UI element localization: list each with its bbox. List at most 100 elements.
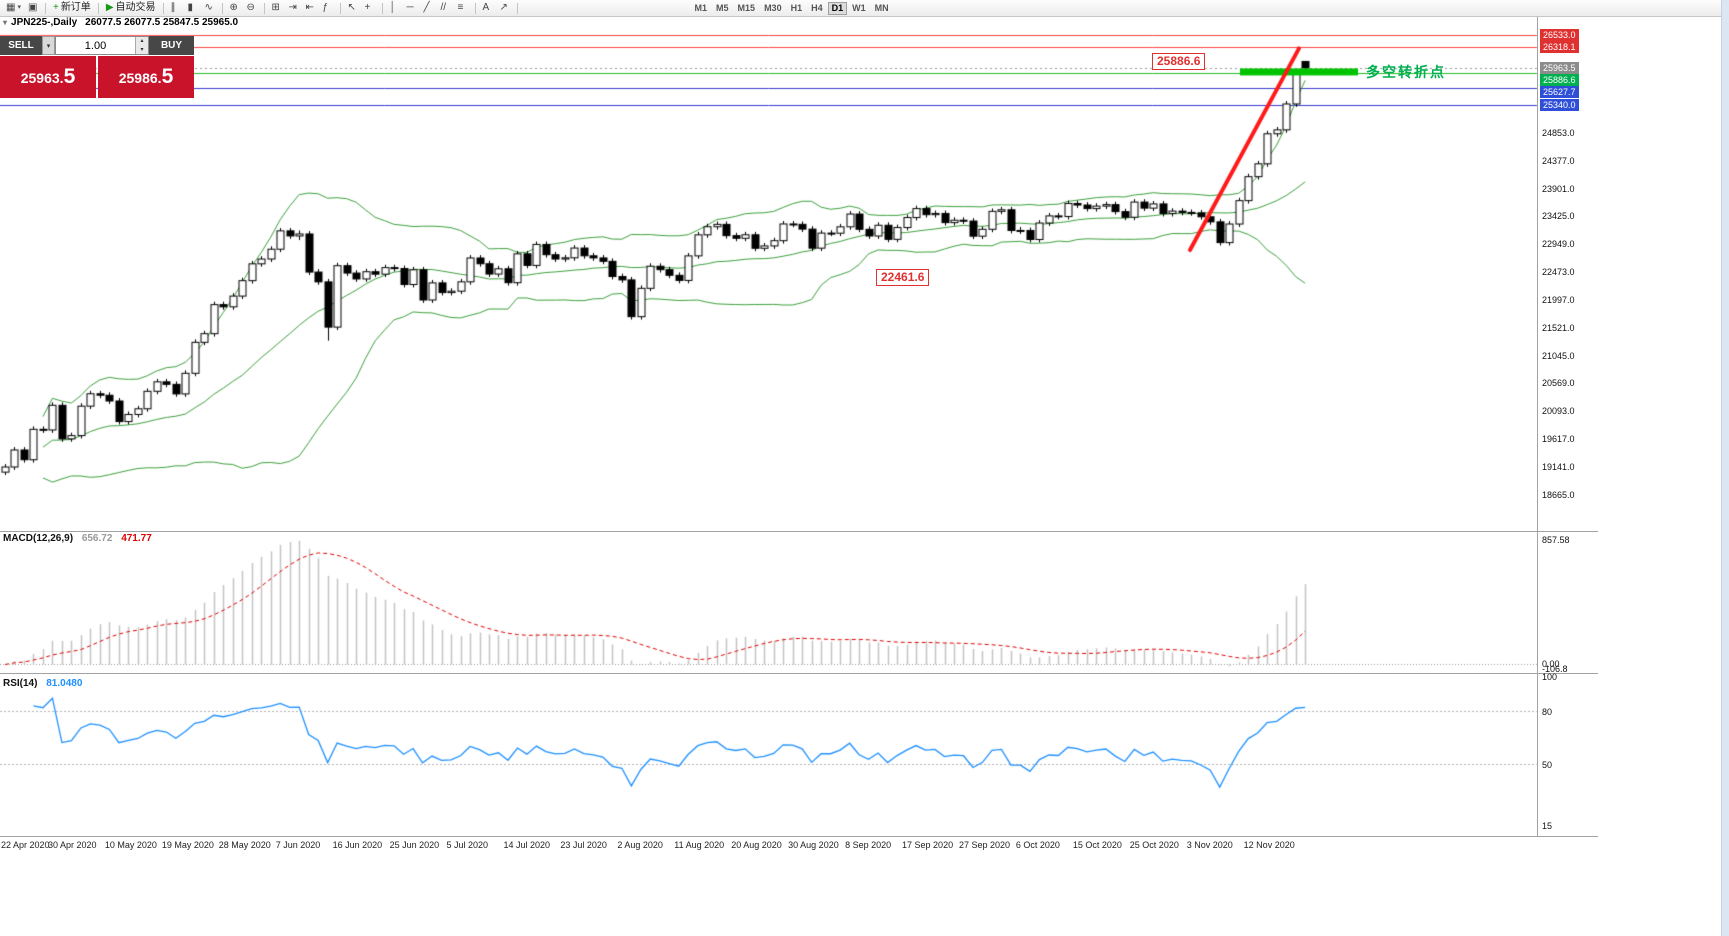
zoom-out-button[interactable]: ⊖ <box>244 1 260 15</box>
channel-button[interactable]: // <box>438 1 454 15</box>
price-axis-marker: 26533.0 <box>1540 28 1579 41</box>
toolbar-separator <box>474 2 476 14</box>
price-axis-border <box>1537 17 1538 837</box>
autotrading-button[interactable]: ▶ 自动交易 <box>103 1 159 15</box>
fibonacci-button[interactable]: ≡ <box>455 1 471 15</box>
toolbar-separator <box>221 2 223 14</box>
sell-price-display[interactable]: 25963. 5 <box>0 56 96 98</box>
rsi-axis-label: 15 <box>1542 821 1553 832</box>
zoom-out-icon: ⊖ <box>246 2 255 13</box>
stepper-up-icon[interactable]: ▴ <box>136 37 148 46</box>
turning-point-note[interactable]: 多空转折点 <box>1366 64 1446 80</box>
autotrading-button-label: 自动交易 <box>115 2 156 13</box>
zoom-in-button[interactable]: ⊕ <box>227 1 243 15</box>
panel-splitter-macd[interactable] <box>0 531 1598 532</box>
macd-name: MACD(12,26,9) <box>3 533 74 544</box>
price-axis-label: 18665.0 <box>1542 489 1575 500</box>
macd-indicator-label: MACD(12,26,9) 656.72 471.77 <box>3 533 152 544</box>
new-order-button[interactable]: + 新订单 <box>50 1 94 15</box>
toolbar-separator <box>97 2 99 14</box>
time-axis-line <box>0 836 1598 837</box>
rsi-name: RSI(14) <box>3 678 38 689</box>
vertical-line-button[interactable]: │ <box>387 1 403 15</box>
price-axis-label: 23425.0 <box>1542 211 1575 222</box>
volume-input[interactable] <box>56 37 135 54</box>
panel-splitter-rsi[interactable] <box>0 673 1598 674</box>
price-axis-label: 20569.0 <box>1542 378 1575 389</box>
tile-windows-button[interactable]: ⊞ <box>269 1 285 15</box>
crosshair-button[interactable]: + <box>362 1 378 15</box>
indicators-icon: ƒ <box>322 2 329 13</box>
toolbar-separator <box>339 2 341 14</box>
cursor-icon: ↖ <box>347 2 356 13</box>
chart-shift-button[interactable]: ⇤ <box>303 1 319 15</box>
crosshair-icon: + <box>364 2 371 13</box>
arrow-button[interactable]: ↗ <box>497 1 513 15</box>
stepper-down-icon[interactable]: ▾ <box>136 45 148 54</box>
price-annotation-22461[interactable]: 22461.6 <box>876 269 930 286</box>
volume-preset-dropdown[interactable]: ▾ <box>42 36 55 55</box>
buy-button[interactable]: BUY <box>149 36 194 55</box>
price-axis: 24853.0 24377.0 23901.0 23425.0 22949.0 22473… <box>1540 0 1620 936</box>
trendline-button[interactable]: ╱ <box>421 1 437 15</box>
volume-field[interactable]: ▴▾ <box>55 36 149 55</box>
timeframe-h4-button[interactable]: H4 <box>807 2 827 15</box>
chevron-down-icon: ▾ <box>46 42 51 50</box>
vertical-line-icon: │ <box>389 2 396 13</box>
auto-scroll-icon: ⇥ <box>288 2 297 13</box>
text-button[interactable]: A <box>480 1 496 15</box>
timeframe-m30-button[interactable]: M30 <box>760 2 786 15</box>
price-axis-label: 21521.0 <box>1542 322 1575 333</box>
line-chart-icon: ∿ <box>204 2 213 13</box>
toolbar-separator <box>162 2 164 14</box>
sell-button[interactable]: SELL <box>0 36 42 55</box>
timeframe-h1-button[interactable]: H1 <box>787 2 807 15</box>
timeframe-mn-button[interactable]: MN <box>871 2 893 15</box>
timeframe-m5-button[interactable]: M5 <box>712 2 733 15</box>
toolbar-separator <box>381 2 383 14</box>
sell-price-pips: 5 <box>63 65 76 88</box>
price-axis-marker: 25963.5 <box>1540 62 1579 75</box>
price-axis-label: 24853.0 <box>1542 127 1575 138</box>
price-annotation-25886[interactable]: 25886.6 <box>1152 53 1206 70</box>
candlestick-chart-button[interactable]: ▮ <box>185 1 201 15</box>
new-order-button-label: 新订单 <box>60 2 91 13</box>
candlestick-chart-icon: ▮ <box>187 2 194 13</box>
price-axis-label: 20093.0 <box>1542 406 1575 417</box>
macd-signal-value: 471.77 <box>121 533 152 544</box>
timeframe-w1-button[interactable]: W1 <box>848 2 870 15</box>
buy-price-main: 25986. <box>118 70 162 86</box>
price-axis-label: 21045.0 <box>1542 350 1575 361</box>
window-scrollbar[interactable] <box>1721 0 1729 936</box>
volume-stepper[interactable]: ▴ ▾ <box>135 37 148 54</box>
price-axis-label: 22949.0 <box>1542 239 1575 250</box>
horizontal-line-icon: ─ <box>406 2 414 13</box>
price-axis-label: 23901.0 <box>1542 183 1575 194</box>
buy-price-display[interactable]: 25986. 5 <box>98 56 194 98</box>
bar-chart-button[interactable]: ∥ <box>168 1 184 15</box>
line-chart-button[interactable]: ∿ <box>202 1 218 15</box>
charts-menu-icon: ▦ <box>6 2 16 13</box>
auto-scroll-button[interactable]: ⇥ <box>286 1 302 15</box>
horizontal-line-button[interactable]: ─ <box>404 1 420 15</box>
rsi-axis-label: 50 <box>1542 759 1553 770</box>
charts-menu-button[interactable]: ▦ ▾ <box>3 1 24 15</box>
timeframe-m15-button[interactable]: M15 <box>734 2 760 15</box>
profiles-button[interactable]: ▣ <box>25 1 41 15</box>
cursor-button[interactable]: ↖ <box>345 1 361 15</box>
toolbar-buttons: ▦ ▾ ▣ + 新订单 ▶ 自动交易 ∥ ▮ ∿ ⊕ ⊖ ⊞ ⇥ ⇤ ƒ ↖ + │ ─ ╱//≡ A ↗ <box>3 1 521 15</box>
tile-windows-icon: ⊞ <box>271 2 280 13</box>
rsi-axis-label: 100 <box>1542 672 1558 682</box>
toolbar: ▦ ▾ ▣ + 新订单 ▶ 自动交易 ∥ ▮ ∿ ⊕ ⊖ ⊞ ⇥ ⇤ ƒ ↖ + │ ─ ╱//≡ A ↗ M1 M5 M15 M… <box>0 0 1729 17</box>
buy-price-pips: 5 <box>161 65 174 88</box>
indicators-button[interactable]: ƒ <box>320 1 336 15</box>
timeframe-m1-button[interactable]: M1 <box>691 2 712 15</box>
trade-panel-controls: SELL ▾ ▴▾ BUY <box>0 36 194 55</box>
chart-title-ohlc: 26077.5 26077.5 25847.5 25965.0 <box>85 17 239 28</box>
sell-price-main: 25963. <box>20 70 64 86</box>
trade-panel-prices: 25963. 5 25986. 5 <box>0 56 194 98</box>
text-icon: A <box>482 2 490 13</box>
timeframe-d1-button[interactable]: D1 <box>827 1 848 15</box>
toolbar-separator <box>44 2 46 14</box>
